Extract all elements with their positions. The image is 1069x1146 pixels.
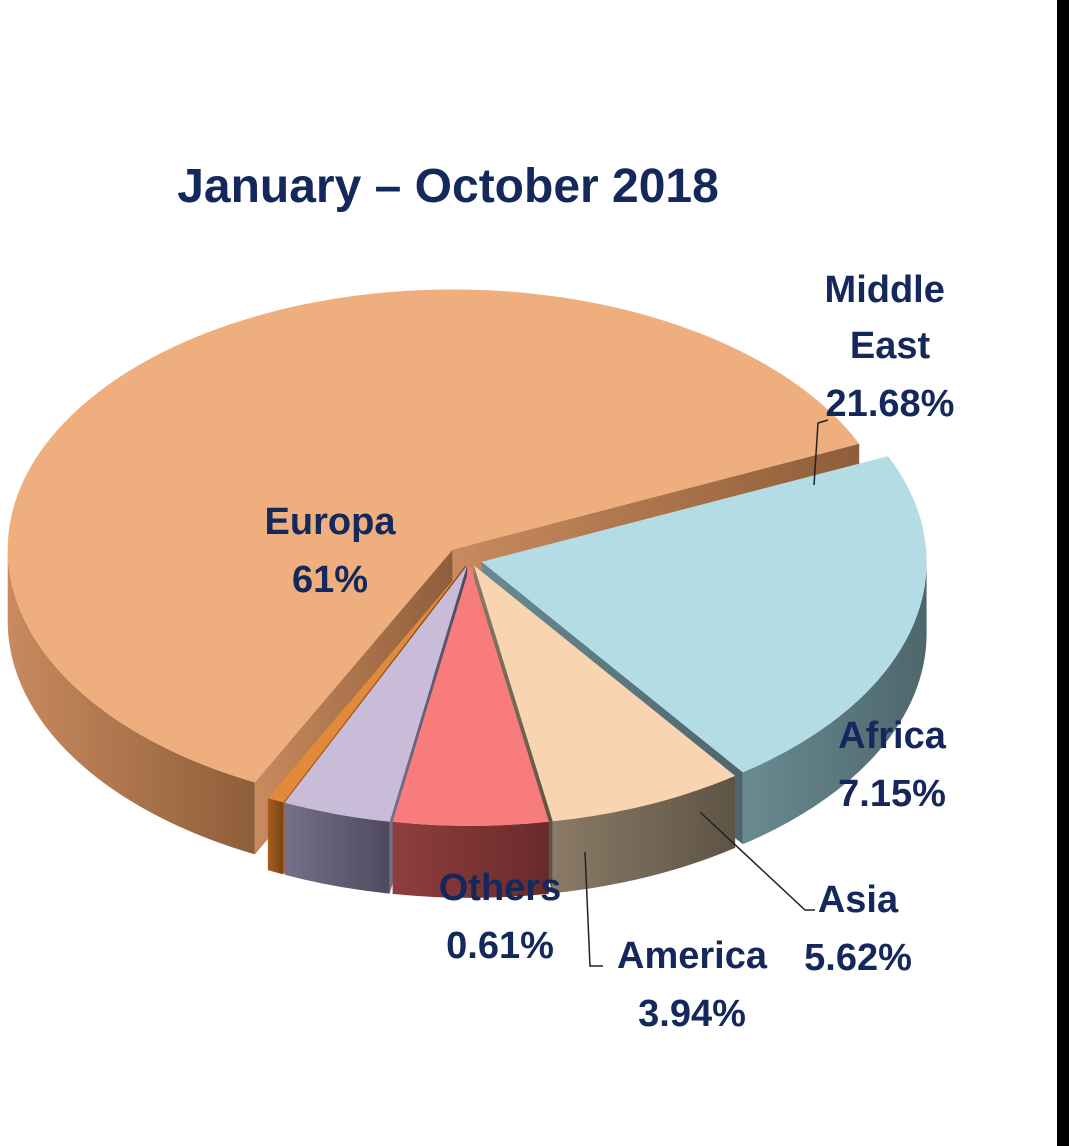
- slice-africa-side: [552, 775, 736, 894]
- leader-line-america: [584, 851, 603, 967]
- slice-value-europa: 61%: [292, 559, 368, 601]
- slice-label-europa: Europa: [265, 501, 397, 543]
- slice-africa: [473, 565, 736, 822]
- slice-asia: [392, 565, 549, 826]
- slice-middle-east: [481, 456, 927, 773]
- slice-label-middle-east: Middle East: [825, 269, 956, 367]
- slice-others-side: [267, 798, 284, 875]
- slice-label-africa: Africa: [838, 715, 947, 757]
- slice-value-others: 0.61%: [446, 925, 554, 967]
- slice-label-others: Others: [439, 867, 561, 909]
- slice-others: [267, 565, 466, 803]
- slice-europa-side: [7, 549, 255, 855]
- slice-value-africa: 7.15%: [838, 773, 946, 815]
- slice-label-america: America: [617, 935, 768, 977]
- slice-america-side: [284, 802, 390, 894]
- slice-value-middle-east: 21.68%: [826, 383, 955, 425]
- slice-america: [284, 565, 468, 822]
- slice-label-asia: Asia: [818, 879, 899, 921]
- slice-asia-side: [392, 821, 549, 898]
- leader-line-middle-east: [813, 419, 829, 486]
- right-edge-bar: [1057, 0, 1069, 1146]
- leader-lines: [584, 419, 829, 967]
- slice-middle-east-side: [742, 561, 927, 845]
- leader-line-asia: [699, 811, 815, 911]
- pie-slices: [7, 289, 927, 898]
- slice-europa: [7, 289, 860, 783]
- slice-value-america: 3.94%: [638, 993, 746, 1035]
- chart-title: January – October 2018: [177, 160, 719, 213]
- slice-value-asia: 5.62%: [804, 937, 912, 979]
